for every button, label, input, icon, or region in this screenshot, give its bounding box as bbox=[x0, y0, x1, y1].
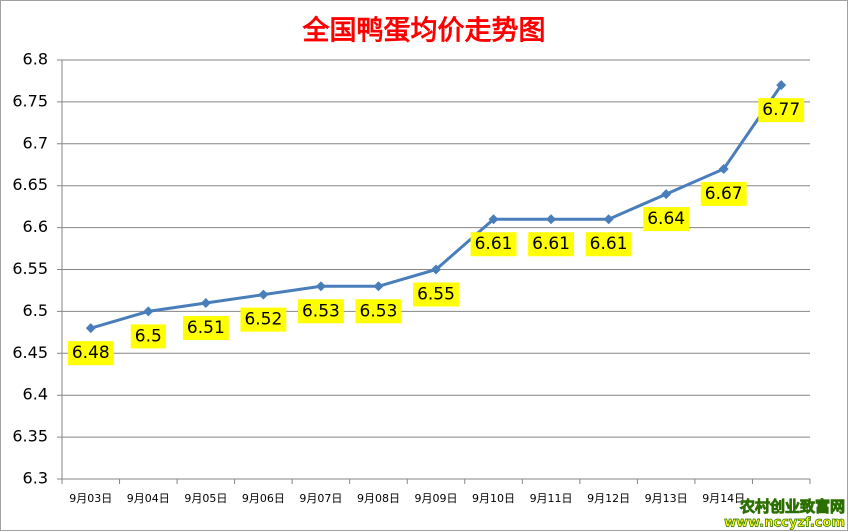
data-label: 6.52 bbox=[240, 307, 287, 332]
y-tick-label: 6.35 bbox=[12, 427, 48, 446]
point-marker bbox=[776, 80, 787, 91]
data-label-box bbox=[355, 299, 402, 324]
x-tick-label: 9月10日 bbox=[472, 492, 515, 505]
data-label-text: 6.52 bbox=[244, 310, 282, 330]
data-label: 6.61 bbox=[528, 232, 575, 257]
point-marker bbox=[431, 264, 441, 275]
data-label: 6.51 bbox=[182, 316, 229, 341]
x-tick-label: 9月03日 bbox=[69, 492, 112, 505]
data-label-text: 6.77 bbox=[762, 100, 800, 120]
point-marker bbox=[546, 214, 557, 225]
y-tick-label: 6.7 bbox=[23, 133, 48, 152]
x-tick-label: 9月09日 bbox=[415, 492, 458, 505]
x-tick-label: 9月08日 bbox=[357, 492, 400, 505]
data-label-text: 6.48 bbox=[72, 343, 110, 363]
y-tick-label: 6.6 bbox=[23, 217, 48, 236]
x-tick-label: 9月04日 bbox=[127, 492, 170, 505]
data-label-box bbox=[643, 207, 690, 232]
y-tick-label: 6.8 bbox=[23, 50, 48, 69]
watermark-name: 农村创业致富网 bbox=[739, 498, 845, 516]
data-label-box bbox=[240, 307, 287, 332]
data-label-box bbox=[470, 232, 517, 257]
data-label-text: 6.64 bbox=[647, 209, 685, 229]
x-tick-label: 9月05日 bbox=[184, 492, 227, 505]
point-marker bbox=[85, 323, 96, 334]
point-marker bbox=[718, 163, 729, 174]
data-label: 6.53 bbox=[297, 299, 344, 324]
point-marker bbox=[661, 189, 672, 200]
x-tick-label: 9月11日 bbox=[530, 492, 573, 505]
x-tick-label: 9月13日 bbox=[645, 492, 688, 505]
y-tick-label: 6.5 bbox=[23, 301, 48, 320]
point-marker bbox=[200, 298, 211, 309]
data-label-box bbox=[182, 316, 229, 341]
data-label: 6.61 bbox=[585, 232, 632, 257]
data-label-text: 6.53 bbox=[360, 301, 398, 321]
data-label-box bbox=[758, 98, 805, 123]
data-label: 6.77 bbox=[758, 98, 805, 123]
data-label-text: 6.53 bbox=[302, 301, 340, 321]
data-label-text: 6.61 bbox=[532, 234, 570, 254]
data-label-text: 6.61 bbox=[590, 234, 628, 254]
y-tick-label: 6.3 bbox=[23, 469, 48, 488]
data-label-box bbox=[585, 232, 632, 257]
data-label: 6.53 bbox=[355, 299, 402, 324]
data-label-text: 6.61 bbox=[475, 234, 513, 254]
chart-title: 全国鸭蛋均价走势图 bbox=[302, 15, 546, 47]
y-tick-label: 6.75 bbox=[12, 91, 48, 110]
x-tick-label: 9月12日 bbox=[587, 492, 630, 505]
x-tick-label: 9月07日 bbox=[299, 492, 342, 505]
data-label: 6.67 bbox=[700, 181, 747, 206]
data-label-text: 6.67 bbox=[705, 184, 743, 204]
data-label: 6.48 bbox=[67, 341, 114, 366]
point-marker bbox=[603, 214, 614, 225]
data-label-box bbox=[700, 181, 747, 206]
y-tick-label: 6.45 bbox=[12, 343, 48, 362]
y-tick-label: 6.4 bbox=[23, 385, 48, 404]
data-label: 6.61 bbox=[470, 232, 517, 257]
data-label-box bbox=[528, 232, 575, 257]
data-label: 6.5 bbox=[130, 324, 166, 349]
data-label-box bbox=[413, 282, 459, 307]
watermark-url: www.nccyzf.com bbox=[724, 516, 845, 531]
point-marker bbox=[143, 306, 154, 317]
x-tick-label: 9月14日 bbox=[702, 492, 745, 505]
data-label-text: 6.5 bbox=[135, 326, 162, 346]
data-label-box bbox=[297, 299, 344, 324]
data-label-text: 6.51 bbox=[187, 318, 225, 338]
data-label-box bbox=[67, 341, 114, 366]
point-marker bbox=[488, 214, 499, 225]
x-tick-label: 9月06日 bbox=[242, 492, 285, 505]
point-marker bbox=[373, 281, 384, 292]
data-label-box bbox=[130, 324, 166, 349]
point-marker bbox=[258, 289, 269, 300]
data-label: 6.64 bbox=[643, 207, 690, 232]
point-marker bbox=[315, 281, 326, 292]
y-tick-label: 6.55 bbox=[12, 259, 48, 278]
data-label-text: 6.55 bbox=[417, 285, 455, 305]
data-label: 6.55 bbox=[413, 282, 459, 307]
y-tick-label: 6.65 bbox=[12, 175, 48, 194]
